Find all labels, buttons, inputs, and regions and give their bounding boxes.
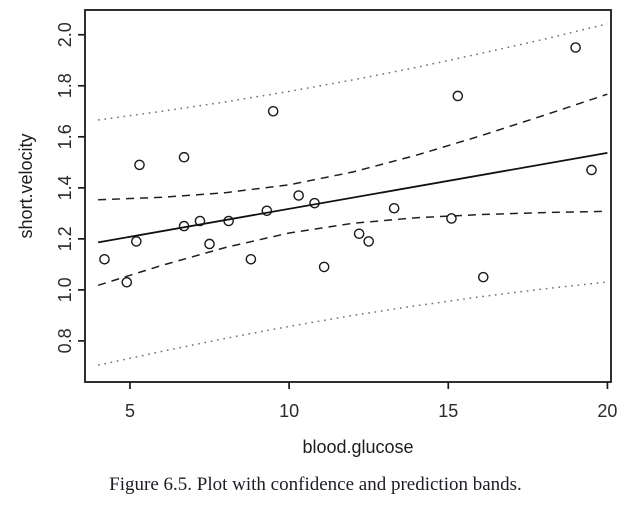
x-tick-label: 15 (438, 401, 458, 421)
y-axis-label: short.velocity (16, 133, 36, 238)
data-point (586, 164, 597, 176)
y-tick-label: 0.8 (55, 328, 75, 353)
data-point (388, 202, 400, 214)
data-point (353, 228, 365, 240)
x-tick-label: 20 (597, 401, 617, 421)
plot-content: 5 10 15 20 0.8 1.0 1.2 1.4 1.6 1.8 2.0 (55, 9, 617, 421)
data-point (131, 236, 142, 247)
prediction-band-lower (97, 281, 608, 366)
data-point (178, 151, 190, 163)
data-point (446, 213, 457, 224)
data-point (134, 159, 145, 171)
data-point (204, 238, 215, 250)
data-point (477, 271, 489, 283)
y-tick-label: 1.4 (55, 175, 75, 200)
y-tick-label: 1.0 (55, 277, 75, 302)
figure-caption: Figure 6.5. Plot with confidence and pre… (109, 474, 522, 495)
plot-box (84, 9, 612, 383)
x-tick-label: 10 (279, 401, 299, 421)
y-tick-label: 1.8 (55, 73, 75, 98)
data-point (570, 42, 581, 53)
prediction-band-upper (97, 23, 608, 121)
data-point (261, 205, 273, 217)
data-point (121, 276, 133, 288)
y-tick-label: 2.0 (55, 22, 75, 47)
x-tick-label: 5 (125, 401, 135, 421)
scatter-plot: 5 10 15 20 0.8 1.0 1.2 1.4 1.6 1.8 2.0 blood.gluco… (16, 9, 617, 457)
data-point (318, 261, 330, 273)
fitted-line (97, 152, 608, 244)
data-point (452, 90, 464, 102)
data-point (99, 253, 110, 265)
confidence-band-upper (98, 93, 608, 201)
data-point (223, 215, 234, 227)
y-tick-label: 1.6 (55, 124, 75, 149)
confidence-band-lower (97, 210, 608, 287)
data-point (267, 105, 279, 117)
data-point (293, 190, 304, 201)
data-point (194, 215, 206, 227)
x-axis-label: blood.glucose (302, 437, 413, 457)
data-point (363, 236, 374, 247)
y-tick-label: 1.2 (55, 226, 75, 251)
data-point (245, 253, 257, 265)
